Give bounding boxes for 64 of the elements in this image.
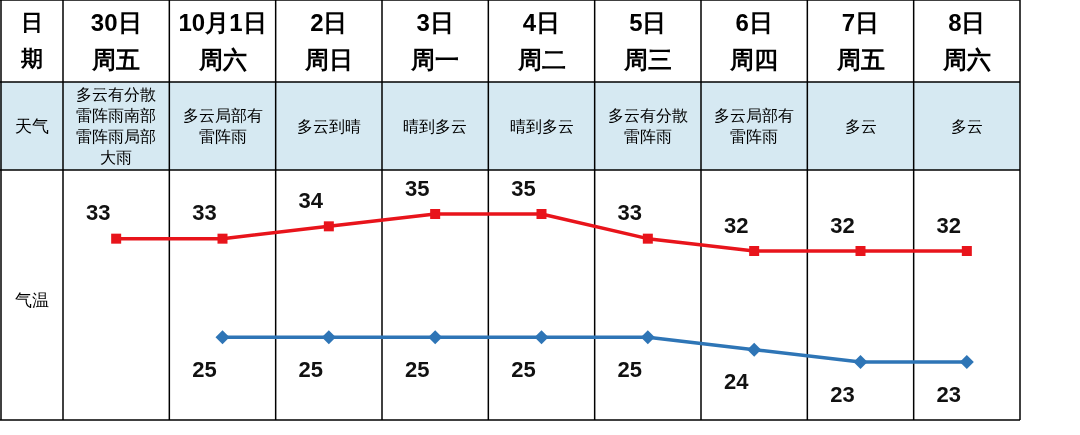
x-tick-label: 6日 xyxy=(735,8,773,36)
text: 周日 xyxy=(303,45,353,73)
text: 天气 xyxy=(14,116,49,136)
text: 多云局部有雷阵雨 xyxy=(713,106,796,147)
point xyxy=(321,330,336,345)
point xyxy=(428,330,443,345)
data-label: 33 xyxy=(192,200,217,226)
data-label: 32 xyxy=(830,212,855,238)
point xyxy=(747,342,762,357)
x-tick-label: 4日 xyxy=(522,8,561,36)
text: 周五 xyxy=(835,45,885,73)
text: 周一 xyxy=(410,45,460,73)
data-label: 23 xyxy=(936,381,962,407)
text: 周六 xyxy=(941,45,991,73)
text: 晴到多云 xyxy=(508,116,575,137)
point xyxy=(642,233,653,244)
data-label: 35 xyxy=(511,175,536,201)
text: 周六 xyxy=(197,45,247,73)
text: 多云有分散雷阵雨南部雷阵雨局部大雨 xyxy=(75,85,158,168)
point xyxy=(323,221,334,232)
point xyxy=(853,355,868,369)
x-tick-label: 2日 xyxy=(310,8,348,36)
data-label: 25 xyxy=(192,356,217,382)
text: 多云 xyxy=(843,116,878,137)
data-label: 23 xyxy=(830,381,855,407)
x-tick-label: 7日 xyxy=(841,8,880,36)
point xyxy=(215,330,230,345)
data-label: 33 xyxy=(85,200,111,226)
data-label: 35 xyxy=(404,175,430,201)
data-label: 32 xyxy=(723,212,749,238)
data-label: 25 xyxy=(511,356,536,382)
text: 晴到多云 xyxy=(402,116,469,137)
point xyxy=(640,330,655,345)
x-axis-title: 日期 xyxy=(19,9,43,71)
data-label: 25 xyxy=(617,356,643,382)
point xyxy=(855,246,866,256)
x-tick-label: 8日 xyxy=(948,8,986,36)
text: 多云局部有雷阵雨 xyxy=(181,106,264,147)
data-label: 34 xyxy=(298,187,324,213)
x-tick-label: 5日 xyxy=(629,8,667,36)
x-tick-label: 10月1日 xyxy=(178,8,267,36)
y-axis-title: 气温 xyxy=(14,290,49,310)
data-label: 25 xyxy=(298,356,324,382)
data-label: 24 xyxy=(723,369,750,395)
text: 周四 xyxy=(729,45,779,73)
point xyxy=(534,330,549,345)
text: 多云到晴 xyxy=(295,116,362,137)
point xyxy=(111,233,122,244)
data-label: 32 xyxy=(936,212,962,238)
point xyxy=(217,233,228,244)
text: 多云 xyxy=(949,116,984,137)
point xyxy=(749,246,760,256)
text: 周二 xyxy=(516,45,566,73)
text: 多云有分散雷阵雨 xyxy=(606,106,689,147)
text: 周五 xyxy=(91,45,141,73)
point xyxy=(430,209,441,219)
point xyxy=(961,246,972,256)
data-label: 25 xyxy=(404,356,430,382)
point xyxy=(959,355,974,369)
point xyxy=(536,209,547,219)
data-label: 33 xyxy=(617,200,643,226)
x-tick-label: 3日 xyxy=(416,8,454,36)
text: 周三 xyxy=(622,45,672,73)
x-tick-label: 30日 xyxy=(90,8,142,36)
